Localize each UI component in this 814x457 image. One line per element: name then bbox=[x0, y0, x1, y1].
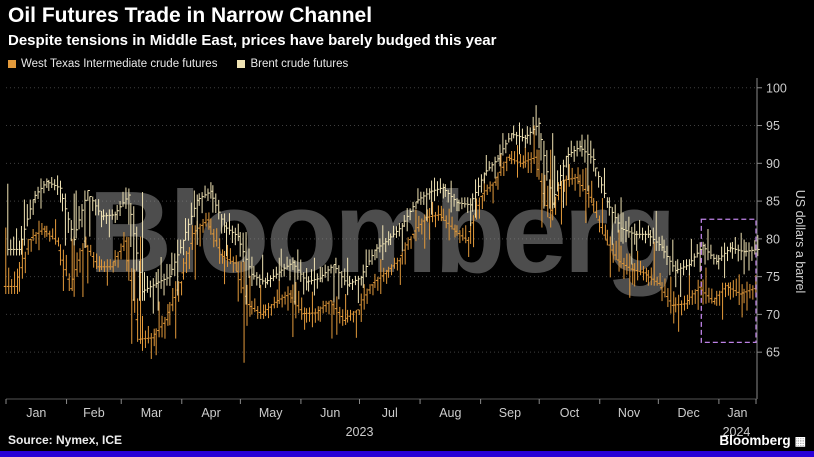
y-tick-label: 75 bbox=[766, 270, 780, 284]
x-tick-label: Dec bbox=[678, 406, 700, 420]
series-wti-bars bbox=[3, 125, 757, 363]
x-tick-label: May bbox=[259, 406, 283, 420]
y-tick-label: 85 bbox=[766, 195, 780, 209]
y-tick-label: 100 bbox=[766, 81, 787, 95]
bloomberg-logo: Bloomberg ▦ bbox=[719, 433, 806, 448]
axes: 65 70 75 80 85 90 95 100 Jan Feb Mar Apr May Jun Jul Au… bbox=[5, 78, 807, 439]
y-axis-title: US dollars a barrel bbox=[793, 190, 807, 294]
chart-header: Oil Futures Trade in Narrow Channel Desp… bbox=[8, 4, 496, 70]
brent-swatch-icon bbox=[237, 60, 246, 69]
legend-item-brent: Brent crude futures bbox=[237, 58, 348, 70]
brent-legend-label: Brent crude futures bbox=[250, 58, 349, 71]
series-brent-bars bbox=[7, 105, 760, 314]
x-tick-label: Jan bbox=[727, 406, 747, 420]
y-tick-label: 95 bbox=[766, 119, 780, 133]
legend-item-wti: West Texas Intermediate crude futures bbox=[8, 58, 217, 70]
wti-legend-label: West Texas Intermediate crude futures bbox=[21, 58, 218, 71]
y-tick-label: 80 bbox=[766, 232, 780, 246]
highlight-box bbox=[700, 218, 757, 343]
x-tick-label: Jan bbox=[26, 406, 46, 420]
year-label: 2023 bbox=[346, 425, 374, 439]
chart-legend: West Texas Intermediate crude futures Br… bbox=[8, 58, 496, 70]
bloomberg-wordmark: Bloomberg bbox=[719, 433, 791, 448]
y-tick-label: 65 bbox=[766, 346, 780, 360]
x-tick-label: Oct bbox=[560, 406, 580, 420]
year-label: 2024 bbox=[723, 425, 751, 439]
x-tick-label: Sep bbox=[499, 406, 521, 420]
x-tick-label: Aug bbox=[439, 406, 461, 420]
x-tick-label: Jul bbox=[382, 406, 398, 420]
x-tick-label: Jun bbox=[320, 406, 340, 420]
page-title: Oil Futures Trade in Narrow Channel bbox=[8, 4, 373, 27]
source-note: Source: Nymex, ICE bbox=[8, 433, 123, 447]
x-tick-label: Feb bbox=[83, 406, 105, 420]
x-tick-label: Apr bbox=[201, 406, 220, 420]
wti-swatch-icon bbox=[8, 60, 16, 69]
bottom-blue-bar bbox=[0, 451, 814, 457]
x-tick-label: Mar bbox=[141, 406, 163, 420]
terminal-grid-icon: ▦ bbox=[794, 433, 806, 448]
y-tick-label: 70 bbox=[766, 308, 780, 322]
page-subtitle: Despite tensions in Middle East, prices … bbox=[8, 32, 497, 50]
x-tick-label: Nov bbox=[618, 406, 641, 420]
y-tick-label: 90 bbox=[766, 157, 780, 171]
